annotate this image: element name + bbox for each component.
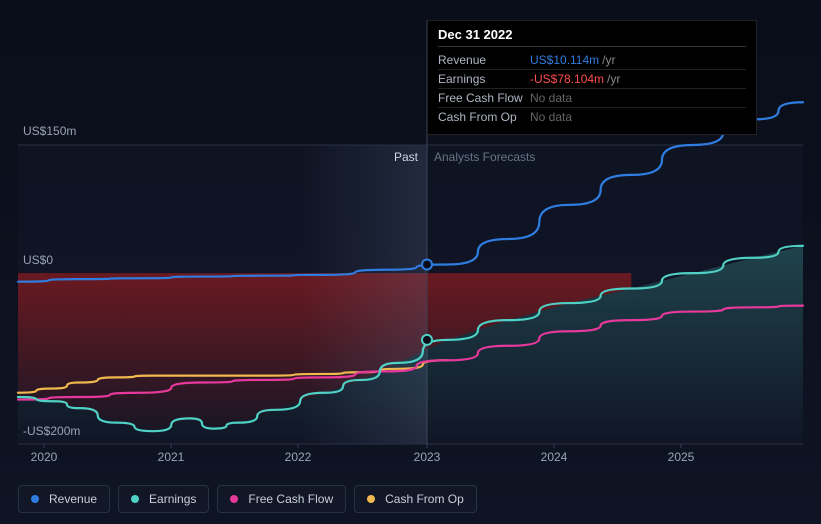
tooltip-row-label: Cash From Op: [438, 110, 530, 124]
tooltip-row: Earnings-US$78.104m/yr: [438, 70, 746, 89]
x-axis-tick: 2025: [668, 450, 695, 464]
x-axis-tick: 2022: [285, 450, 312, 464]
legend-item-fcf[interactable]: Free Cash Flow: [217, 485, 346, 513]
tooltip-row-label: Revenue: [438, 53, 530, 67]
y-axis-tick-150: US$150m: [23, 124, 76, 138]
tooltip-row-unit: /yr: [607, 72, 620, 86]
tooltip-row: Cash From OpNo data: [438, 108, 746, 126]
chart-tooltip: Dec 31 2022 RevenueUS$10.114m/yrEarnings…: [427, 20, 757, 135]
legend-swatch-icon: [230, 495, 238, 503]
tooltip-row-nodata: No data: [530, 110, 572, 124]
tooltip-row-label: Earnings: [438, 72, 530, 86]
legend-swatch-icon: [131, 495, 139, 503]
chart-container: US$150m US$0 -US$200m Past Analysts Fore…: [0, 0, 821, 524]
x-axis-tick: 2021: [158, 450, 185, 464]
tooltip-row-label: Free Cash Flow: [438, 91, 530, 105]
legend-item-earnings[interactable]: Earnings: [118, 485, 209, 513]
legend-item-label: Cash From Op: [385, 492, 464, 506]
y-axis-tick-neg200: -US$200m: [23, 424, 80, 438]
tooltip-row-nodata: No data: [530, 91, 572, 105]
chart-legend: Revenue Earnings Free Cash Flow Cash From O…: [18, 485, 477, 513]
legend-item-cfo[interactable]: Cash From Op: [354, 485, 477, 513]
tooltip-row-value: US$10.114m: [530, 53, 599, 67]
tooltip-date: Dec 31 2022: [438, 27, 746, 47]
forecast-label: Analysts Forecasts: [434, 150, 535, 164]
legend-swatch-icon: [31, 495, 39, 503]
x-axis-tick: 2024: [541, 450, 568, 464]
y-axis-tick-0: US$0: [23, 253, 53, 267]
tooltip-row: RevenueUS$10.114m/yr: [438, 51, 746, 70]
x-axis-tick: 2023: [414, 450, 441, 464]
legend-swatch-icon: [367, 495, 375, 503]
tooltip-row-unit: /yr: [602, 53, 615, 67]
legend-item-label: Free Cash Flow: [248, 492, 333, 506]
x-axis-tick: 2020: [31, 450, 58, 464]
legend-item-label: Revenue: [49, 492, 97, 506]
legend-item-label: Earnings: [149, 492, 196, 506]
tooltip-row-value: -US$78.104m: [530, 72, 604, 86]
tooltip-row: Free Cash FlowNo data: [438, 89, 746, 108]
past-label: Past: [394, 150, 418, 164]
legend-item-revenue[interactable]: Revenue: [18, 485, 110, 513]
